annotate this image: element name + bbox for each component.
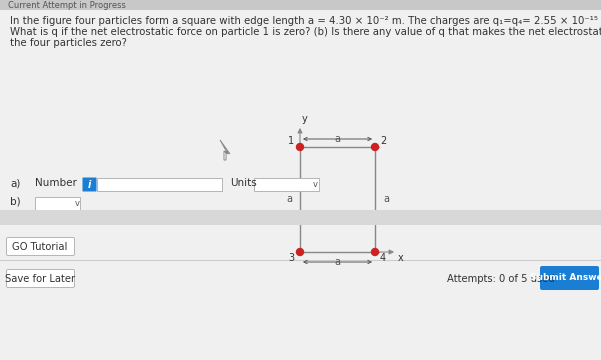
FancyBboxPatch shape: [97, 178, 222, 191]
FancyBboxPatch shape: [7, 238, 75, 256]
Text: Attempts: 0 of 5 used: Attempts: 0 of 5 used: [447, 274, 555, 284]
FancyBboxPatch shape: [7, 270, 75, 288]
Text: a): a): [10, 178, 20, 188]
FancyBboxPatch shape: [35, 197, 80, 210]
FancyBboxPatch shape: [82, 177, 97, 192]
Text: 4: 4: [380, 253, 386, 263]
Text: a: a: [383, 194, 389, 204]
Text: Units: Units: [230, 178, 257, 188]
Circle shape: [296, 144, 304, 150]
Bar: [300, 147, 375, 252]
Circle shape: [371, 144, 379, 150]
Text: the four particles zero?: the four particles zero?: [10, 38, 127, 48]
Text: y: y: [302, 114, 308, 124]
Text: 1: 1: [288, 136, 294, 146]
FancyBboxPatch shape: [540, 266, 599, 290]
Text: i: i: [88, 180, 91, 189]
Bar: [0, 210, 601, 225]
Text: a: a: [286, 194, 292, 204]
Text: a: a: [335, 134, 341, 144]
Text: Save for Later: Save for Later: [5, 274, 75, 284]
Text: a: a: [335, 257, 341, 267]
Circle shape: [371, 248, 379, 256]
Text: In the figure four particles form a square with edge length a = 4.30 × 10⁻² m. T: In the figure four particles form a squa…: [10, 16, 601, 26]
Polygon shape: [220, 140, 230, 160]
Text: Submit Answer: Submit Answer: [530, 274, 601, 283]
Text: 2: 2: [380, 136, 386, 146]
Text: What is q if the net electrostatic force on particle 1 is zero? (b) Is there any: What is q if the net electrostatic force…: [10, 27, 601, 37]
FancyBboxPatch shape: [254, 178, 319, 191]
Text: GO Tutorial: GO Tutorial: [12, 242, 68, 252]
Circle shape: [296, 248, 304, 256]
Text: Number: Number: [35, 178, 77, 188]
Text: x: x: [398, 253, 404, 263]
Bar: [0, 0, 601, 10]
Text: Current Attempt in Progress: Current Attempt in Progress: [8, 0, 126, 9]
Text: v: v: [75, 199, 79, 208]
Text: 3: 3: [288, 253, 294, 263]
Text: b): b): [10, 197, 20, 207]
Text: v: v: [313, 180, 317, 189]
